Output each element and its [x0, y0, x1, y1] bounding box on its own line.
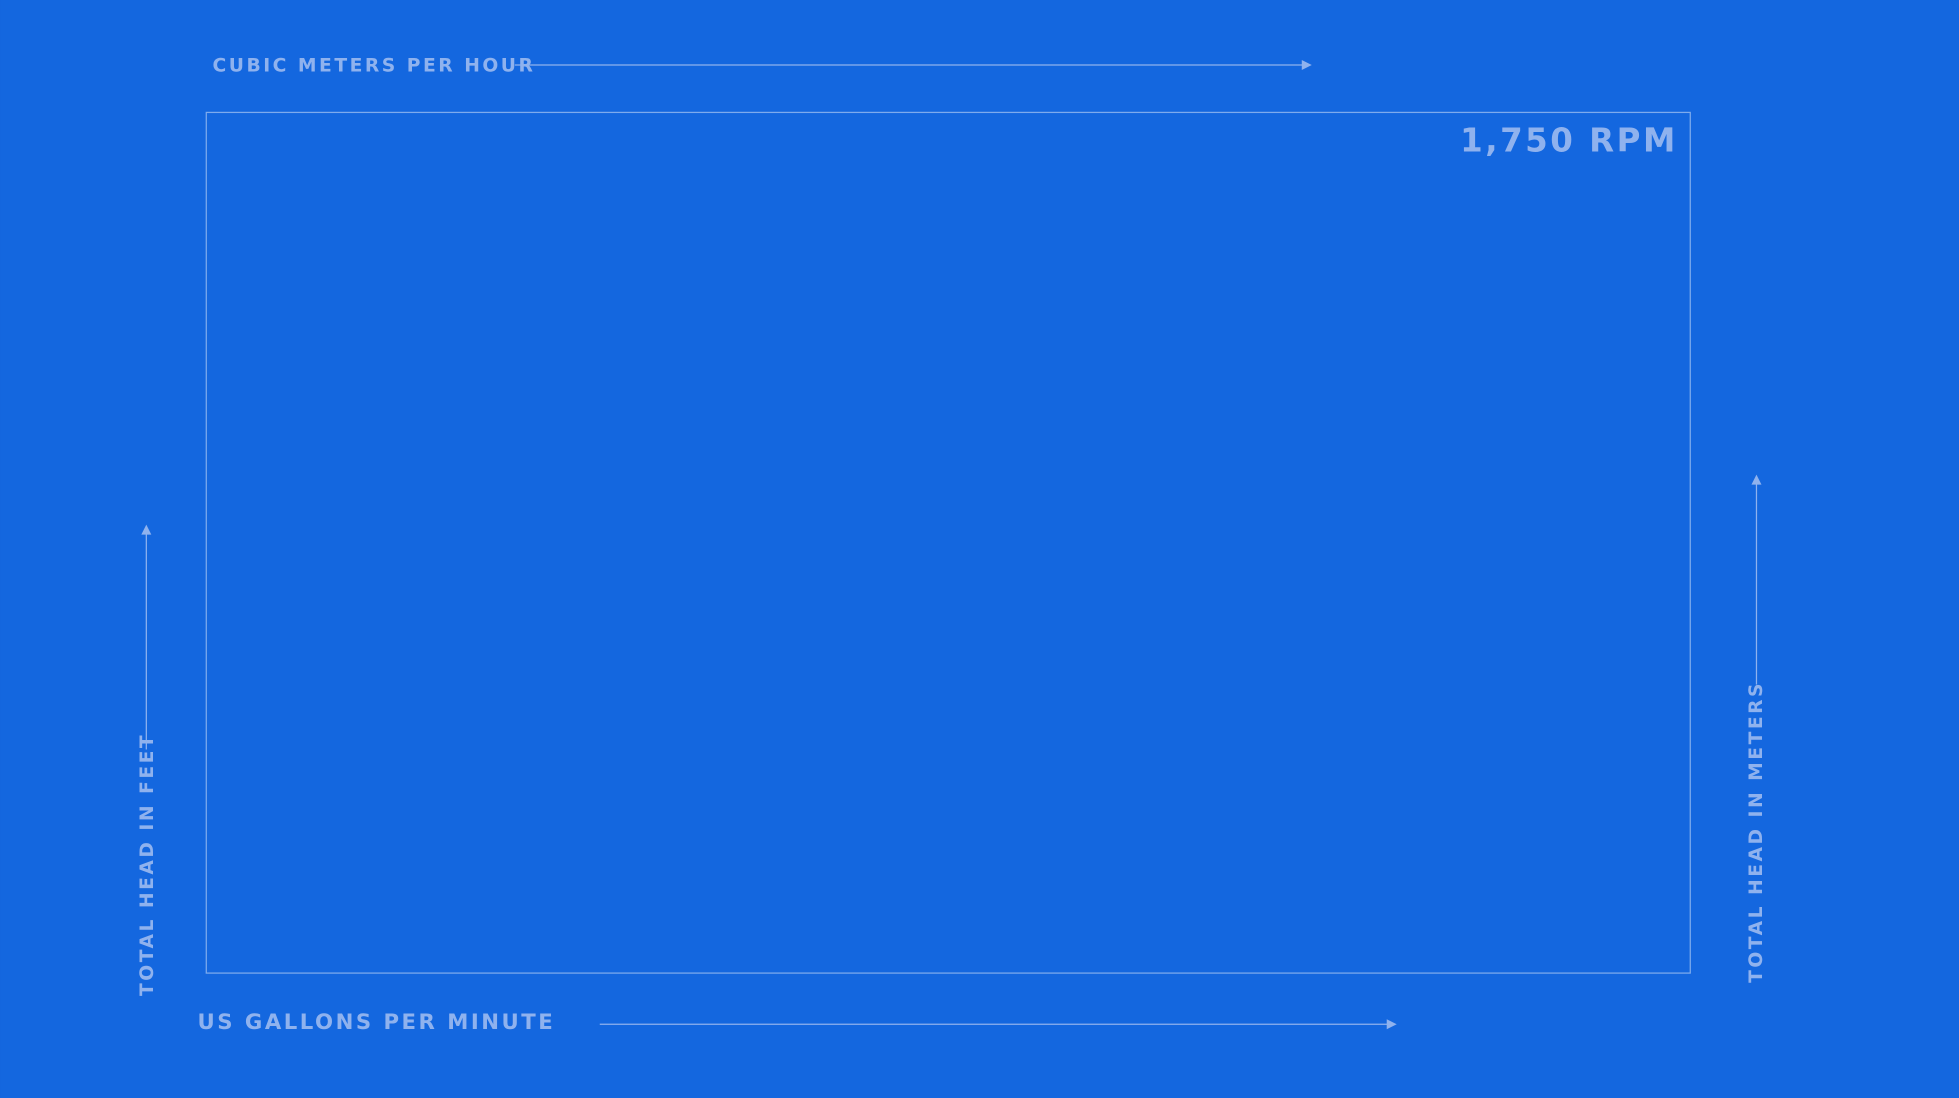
y-arrowhead	[141, 524, 152, 535]
x-arrowhead	[1386, 1019, 1397, 1030]
plot-frame	[205, 111, 1691, 974]
rpm-annotation: 1,750 RPM	[1460, 121, 1678, 159]
y2-axis-title: TOTAL HEAD IN METERS	[1746, 681, 1767, 983]
x-axis-title: US GALLONS PER MINUTE	[198, 1010, 556, 1035]
y-axis-title: TOTAL HEAD IN FEET	[137, 733, 158, 996]
y2-arrowhead	[1751, 474, 1762, 485]
x2-axis-title: CUBIC METERS PER HOUR	[213, 56, 536, 77]
x2-arrowhead	[1301, 59, 1312, 70]
